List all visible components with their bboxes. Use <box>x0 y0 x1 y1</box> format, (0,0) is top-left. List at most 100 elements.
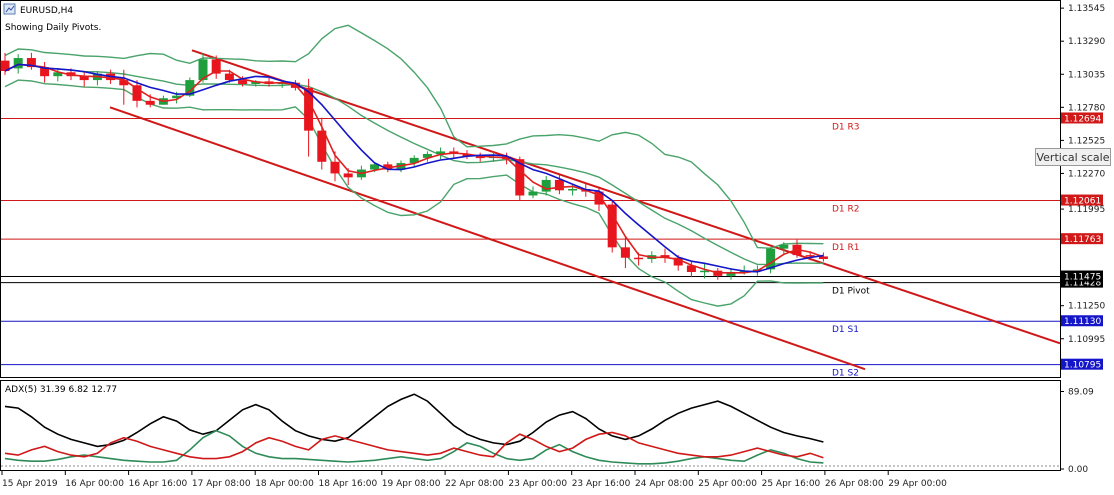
candle-body <box>238 80 248 84</box>
candle-body <box>304 87 314 131</box>
candle-body <box>818 256 828 260</box>
time-tick-label: 24 Apr 08:00 <box>635 479 694 489</box>
price-tick-label: 1.10995 <box>1068 335 1105 345</box>
adx-tick-label: 0.00 <box>1068 465 1088 475</box>
time-tick-label: 18 Apr 16:00 <box>319 479 378 489</box>
pivot-price-tag <box>1061 315 1103 327</box>
candle-body <box>554 179 564 191</box>
price-tick-label: 1.12525 <box>1068 136 1105 146</box>
time-tick-label: 16 Apr 00:00 <box>65 479 124 489</box>
current-price-tag <box>1061 270 1103 282</box>
price-tick-label: 1.12270 <box>1068 169 1105 179</box>
pivot-caption: Showing Daily Pivots. <box>5 23 101 33</box>
time-tick-label: 25 Apr 00:00 <box>698 479 757 489</box>
candle-body <box>805 255 815 257</box>
pivot-price-label: 1.11763 <box>1064 235 1101 245</box>
candle-body <box>330 161 340 174</box>
pivot-price-label: 1.10795 <box>1064 361 1101 371</box>
pivot-label: D1 S2 <box>832 369 859 379</box>
candle-body <box>475 156 485 159</box>
candle-body <box>409 157 419 164</box>
candle-body <box>0 60 10 72</box>
candle-body <box>370 164 380 170</box>
candle-body <box>211 59 221 74</box>
vertical-scale-tooltip: Vertical scale <box>1035 148 1111 166</box>
pivot-price-tag <box>1061 112 1103 124</box>
time-tick-label: 17 Apr 08:00 <box>192 479 251 489</box>
candle-body <box>119 80 129 86</box>
pivot-price-label: 1.12694 <box>1064 114 1101 124</box>
candle-body <box>343 173 353 178</box>
candle-body <box>40 67 50 77</box>
time-tick-label: 23 Apr 00:00 <box>508 479 567 489</box>
adx-series-line <box>4 393 824 448</box>
candle-body <box>198 59 208 81</box>
time-tick-label: 25 Apr 16:00 <box>762 479 821 489</box>
candle-body <box>172 95 182 99</box>
adx-indicator: 89.09 0.00 <box>1 387 1094 475</box>
pivot-price-tag <box>1061 276 1103 288</box>
price-tick-label: 1.13545 <box>1068 4 1105 14</box>
time-tick-label: 16 Apr 16:00 <box>129 479 188 489</box>
candle-body <box>26 58 36 68</box>
candle-body <box>145 100 155 105</box>
candle-body <box>700 270 710 273</box>
candle-body <box>541 179 551 192</box>
adx-title: ADX(5) 31.39 6.82 12.77 <box>5 385 117 395</box>
time-tick-label: 15 Apr 2019 <box>2 479 58 489</box>
chart-icon <box>5 5 15 13</box>
price-tick-label: 1.11995 <box>1068 205 1105 215</box>
chart-symbol-title: EURUSD,H4 <box>20 6 73 16</box>
candle-body <box>317 130 327 162</box>
candle-body <box>779 244 789 249</box>
candle-body <box>224 73 234 81</box>
time-tick-label: 29 Apr 00:00 <box>888 479 947 489</box>
candle-body <box>436 151 446 154</box>
candle-body <box>185 80 195 96</box>
pivot-price-tag <box>1061 233 1103 245</box>
candle-body <box>726 271 736 276</box>
time-tick-label: 22 Apr 08:00 <box>445 479 504 489</box>
candle-body <box>79 76 89 81</box>
candle-body <box>686 265 696 272</box>
bollinger-upper <box>4 24 824 249</box>
time-tick-label: 26 Apr 08:00 <box>825 479 884 489</box>
time-axis[interactable]: 15 Apr 2019 16 Apr 00:00 16 Apr 16:00 17 Ap… <box>1 471 947 489</box>
price-tick-label: 1.12780 <box>1068 103 1105 113</box>
moving-averages <box>4 63 824 274</box>
candle-body <box>594 191 604 205</box>
pivot-price-tag <box>1061 194 1103 206</box>
candle-body <box>634 257 644 260</box>
candle-body <box>422 153 432 158</box>
bollinger-middle <box>4 63 824 266</box>
candle-body <box>462 153 472 157</box>
ma-slow-line <box>4 63 824 273</box>
pivot-price-tag <box>1061 358 1103 370</box>
channel-lower-line <box>109 106 866 371</box>
time-tick-label: 19 Apr 08:00 <box>382 479 441 489</box>
candle-body <box>766 248 776 270</box>
pivot-label: D1 R2 <box>832 205 860 215</box>
candle-body <box>383 164 393 170</box>
current-price-label: 1.11475 <box>1064 273 1101 283</box>
time-tick-label: 18 Apr 00:00 <box>255 479 314 489</box>
candle-body <box>607 204 617 248</box>
pivot-price-label: 1.12061 <box>1064 197 1101 207</box>
candle-body <box>13 58 23 69</box>
ma-fast-line <box>4 63 824 274</box>
price-axis[interactable]: 1.13545 1.13290 1.13035 1.12780 1.12525 1.122… <box>1060 4 1105 345</box>
candle-body <box>660 255 670 258</box>
adx-series-line <box>4 431 824 460</box>
main-pane-border <box>0 0 1061 378</box>
price-tick-label: 1.11250 <box>1068 302 1105 312</box>
candle-body <box>568 189 578 191</box>
channel-upper-line <box>191 49 1061 345</box>
candle-body <box>673 257 683 266</box>
candle-body <box>132 85 142 101</box>
candle-body <box>620 247 630 258</box>
indicator-pane-border <box>0 380 1061 471</box>
price-tick-label: 1.13035 <box>1068 70 1105 80</box>
pivot-levels: D1 R3 1.12694 D1 R2 1.12061 D1 R1 1.11763 D1 P… <box>1 112 1103 379</box>
